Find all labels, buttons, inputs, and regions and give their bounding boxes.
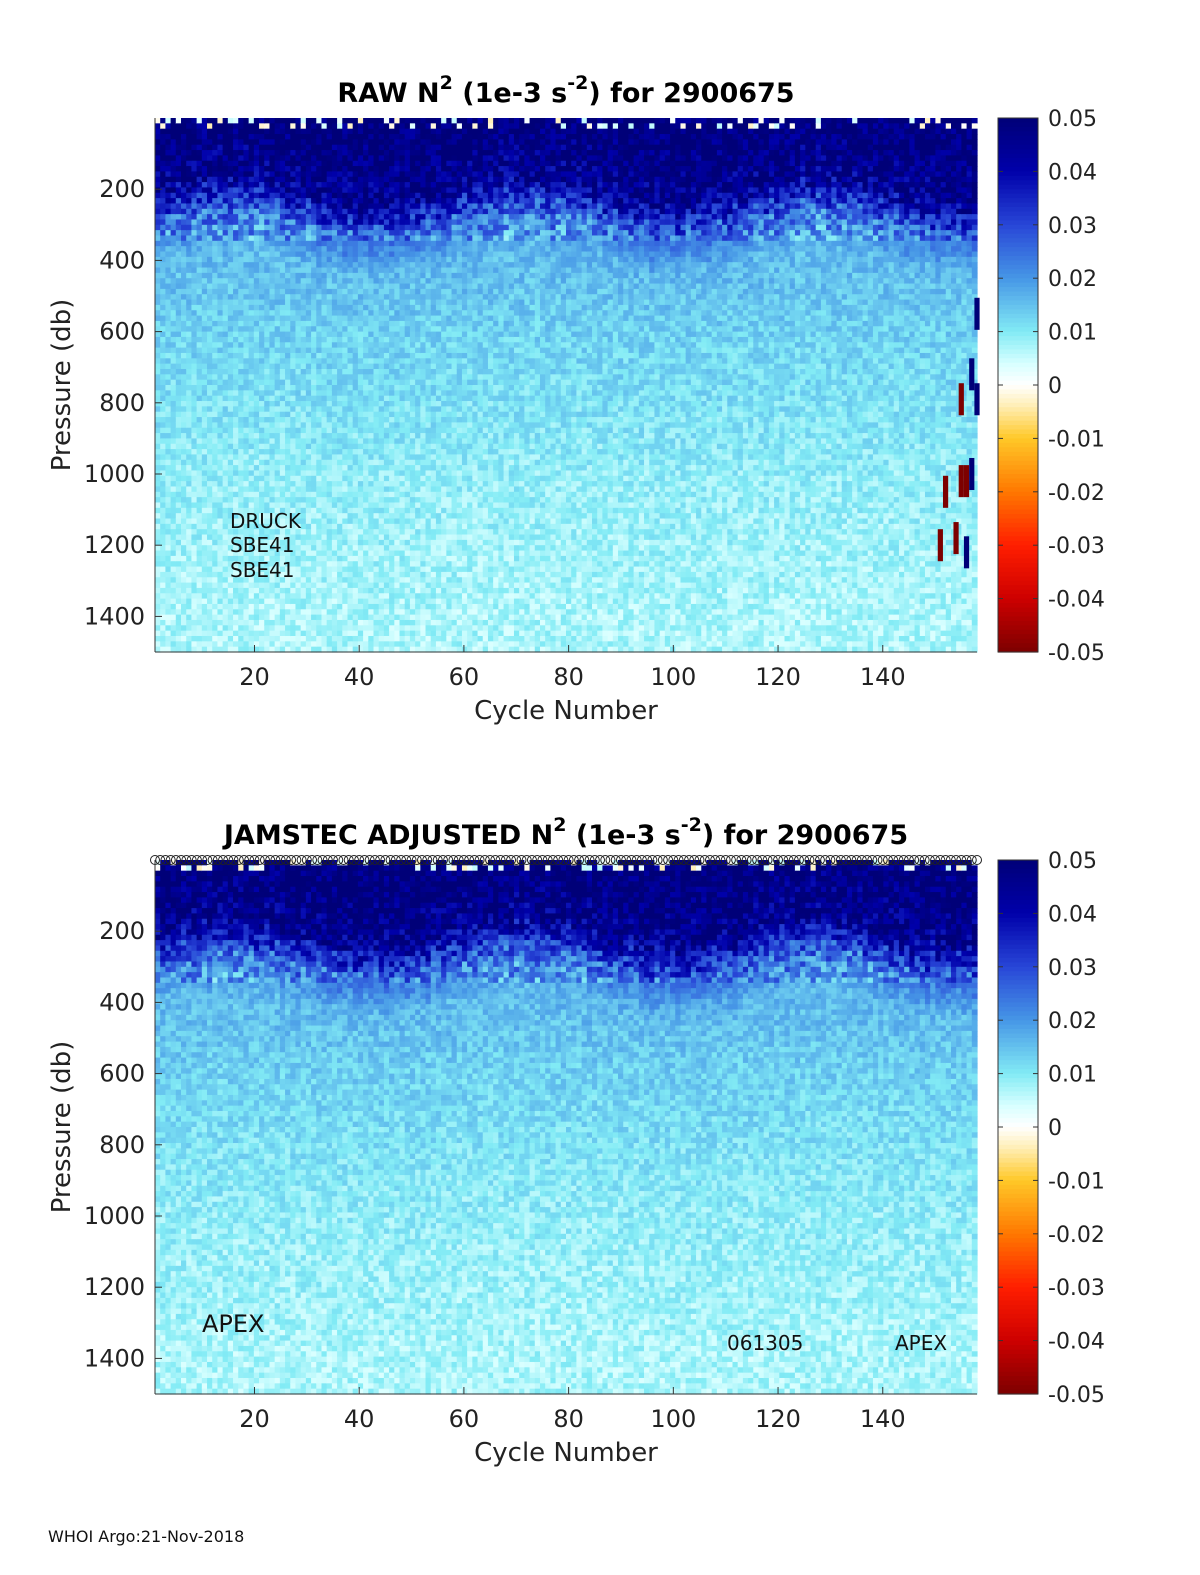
spike-cell-10 bbox=[963, 536, 970, 569]
annotation-1: SBE41 bbox=[230, 533, 295, 557]
y-tick-label: 1200 bbox=[84, 1273, 145, 1301]
top-markers bbox=[150, 855, 982, 865]
footer-credit: WHOI Argo:21-Nov-2018 bbox=[48, 1527, 244, 1546]
colorbar: 0.05 0.04 0.03 0.02 0.01 0 -0.01 -0.02 -0.03 -0.0… bbox=[997, 107, 1105, 666]
spike-cell-5 bbox=[963, 465, 970, 498]
colorbar-tick-label: -0.01 bbox=[1048, 427, 1105, 452]
x-tick-label: 140 bbox=[860, 1405, 906, 1433]
annotation-1: 061305 bbox=[727, 1331, 803, 1355]
y-tick-label: 1000 bbox=[84, 460, 145, 488]
x-tick-label: 20 bbox=[239, 663, 270, 691]
x-tick-label: 80 bbox=[553, 1405, 584, 1433]
spike-cell-8 bbox=[937, 529, 943, 562]
colorbar-tick-label: 0.03 bbox=[1048, 956, 1097, 981]
colorbar-tick-label: 0.03 bbox=[1048, 214, 1097, 239]
colorbar-tick-label: -0.03 bbox=[1048, 534, 1105, 559]
y-axis-label: Pressure (db) bbox=[47, 299, 77, 472]
colorbar-tick-label: -0.03 bbox=[1048, 1276, 1105, 1301]
x-tick-label: 120 bbox=[755, 1405, 801, 1433]
colorbar-tick-label: 0.02 bbox=[1048, 1009, 1097, 1034]
y-tick-label: 200 bbox=[99, 175, 145, 203]
spike-cell-9 bbox=[953, 522, 959, 555]
colorbar-tick-label: -0.04 bbox=[1048, 1330, 1105, 1355]
adjusted-chart-panel: JAMSTEC ADJUSTED N2 (1e-3 s-2) for 29006… bbox=[0, 812, 1200, 1532]
x-tick-label: 80 bbox=[553, 663, 584, 691]
x-tick-label: 100 bbox=[650, 1405, 696, 1433]
colorbar-tick-label: -0.04 bbox=[1048, 588, 1105, 613]
colorbar-tick-label: 0.02 bbox=[1048, 267, 1097, 292]
x-tick-label: 120 bbox=[755, 663, 801, 691]
x-axis-label: Cycle Number bbox=[474, 696, 658, 726]
spike-cell-7 bbox=[942, 475, 949, 508]
annotation-0: APEX bbox=[202, 1310, 265, 1338]
x-tick-label: 40 bbox=[344, 1405, 375, 1433]
spike-cell-6 bbox=[969, 457, 975, 491]
x-tick-label: 100 bbox=[650, 663, 696, 691]
y-tick-label: 800 bbox=[99, 1131, 145, 1159]
raw-chart-title: RAW N2 (1e-3 s-2) for 2900675 bbox=[155, 74, 977, 110]
y-tick-label: 800 bbox=[99, 389, 145, 417]
colorbar-tick-label: 0.01 bbox=[1048, 321, 1097, 346]
annotation-2: SBE41 bbox=[230, 558, 295, 582]
y-tick-label: 600 bbox=[99, 318, 145, 346]
colorbar-tick-label: 0.05 bbox=[1048, 849, 1097, 874]
x-tick-label: 40 bbox=[344, 663, 375, 691]
colorbar-tick-label: 0.04 bbox=[1048, 902, 1097, 927]
raw-heatmap-chart: 20 40 60 80 100 120 140 200 400 600 800 1000 1200 140… bbox=[47, 107, 1105, 726]
colorbar-tick-label: -0.05 bbox=[1048, 641, 1105, 666]
x-tick-label: 20 bbox=[239, 1405, 270, 1433]
y-tick-label: 1200 bbox=[84, 531, 145, 559]
x-tick-label: 60 bbox=[449, 663, 480, 691]
adjusted-chart-title: JAMSTEC ADJUSTED N2 (1e-3 s-2) for 29006… bbox=[155, 816, 977, 852]
colorbar-tick-label: 0 bbox=[1048, 1116, 1062, 1141]
colorbar-tick-label: 0.01 bbox=[1048, 1063, 1097, 1088]
colorbar-tick-label: -0.01 bbox=[1048, 1169, 1105, 1194]
spike-cell-1 bbox=[969, 358, 975, 391]
colorbar-tick-label: -0.02 bbox=[1048, 1223, 1105, 1248]
spike-cell-2 bbox=[958, 383, 964, 416]
adjusted-heatmap-chart: 20 40 60 80 100 120 140 200 400 600 800 1000 1200 140… bbox=[47, 849, 1105, 1468]
spike-cell-4 bbox=[958, 465, 964, 498]
colorbar-tick-label: -0.05 bbox=[1048, 1383, 1105, 1408]
colorbar-tick-label: 0.04 bbox=[1048, 160, 1097, 185]
annotation-0: DRUCK bbox=[230, 509, 302, 533]
heatmap-cells bbox=[155, 860, 978, 1395]
y-tick-label: 600 bbox=[99, 1060, 145, 1088]
y-axis-label: Pressure (db) bbox=[47, 1041, 77, 1214]
y-tick-label: 1400 bbox=[84, 1344, 145, 1372]
y-tick-label: 400 bbox=[99, 246, 145, 274]
colorbar: 0.05 0.04 0.03 0.02 0.01 0 -0.01 -0.02 -0.03 -0.0… bbox=[997, 849, 1105, 1408]
colorbar-tick-label: 0 bbox=[1048, 374, 1062, 399]
x-axis-label: Cycle Number bbox=[474, 1438, 658, 1468]
annotation-2: APEX bbox=[895, 1331, 947, 1355]
y-tick-label: 200 bbox=[99, 917, 145, 945]
y-tick-label: 1400 bbox=[84, 602, 145, 630]
y-tick-label: 400 bbox=[99, 988, 145, 1016]
spike-cell-0 bbox=[974, 297, 980, 330]
colorbar-tick-label: 0.05 bbox=[1048, 107, 1097, 132]
raw-chart-panel: RAW N2 (1e-3 s-2) for 2900675 20 40 60 80 10… bbox=[0, 70, 1200, 790]
colorbar-tick-label: -0.02 bbox=[1048, 481, 1105, 506]
x-tick-label: 140 bbox=[860, 663, 906, 691]
y-tick-label: 1000 bbox=[84, 1202, 145, 1230]
x-tick-label: 60 bbox=[449, 1405, 480, 1433]
spike-cell-3 bbox=[974, 383, 980, 416]
heatmap-cells bbox=[155, 118, 978, 653]
